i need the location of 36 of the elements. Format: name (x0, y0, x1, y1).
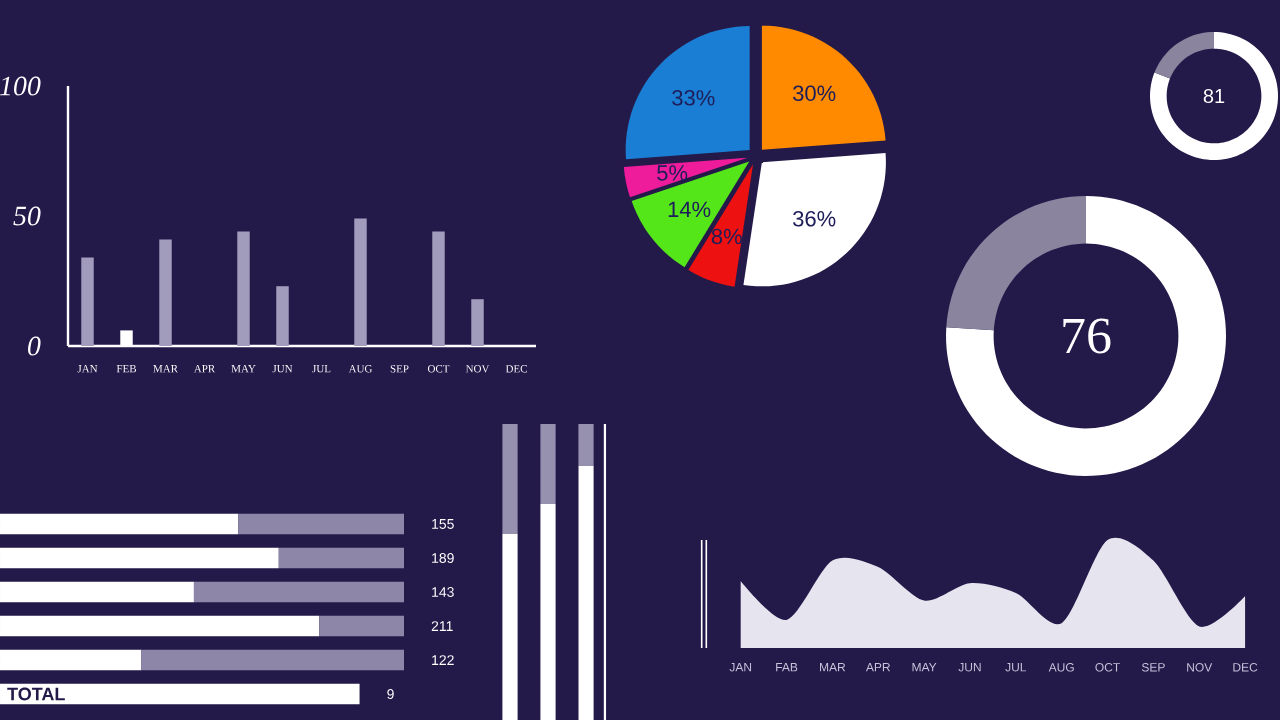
bar (319, 615, 404, 637)
bar (159, 239, 172, 346)
y-tick-label: 0 (28, 336, 41, 356)
bar (540, 424, 556, 504)
bar (237, 231, 250, 346)
bar (471, 299, 484, 346)
bar (578, 424, 594, 466)
bar (141, 649, 404, 671)
bar (0, 683, 360, 705)
data-label: 36% (793, 210, 836, 227)
bar (540, 503, 556, 720)
bar (278, 547, 404, 569)
bar (502, 424, 518, 534)
data-label: 76 (1063, 318, 1111, 354)
bar (0, 649, 142, 671)
bar (432, 231, 445, 346)
bar (193, 581, 404, 603)
data-label: 81 (1203, 88, 1225, 104)
bar (238, 513, 404, 535)
data-label: 5% (657, 165, 688, 181)
y-tick-label: TOTAL (7, 687, 65, 701)
bar (81, 257, 94, 346)
data-label: 33% (672, 90, 715, 106)
y-tick-label: 100 (0, 76, 41, 96)
data-label: 8% (711, 228, 742, 245)
bar (0, 581, 194, 603)
bar (0, 547, 279, 569)
y-tick-label: 50 (13, 206, 41, 226)
bar (578, 465, 594, 720)
bar (502, 533, 518, 720)
bar (0, 615, 320, 637)
bar (354, 218, 367, 346)
data-label: 30% (793, 85, 836, 102)
bar (276, 286, 289, 346)
bar (0, 513, 239, 535)
data-label: 14% (668, 201, 711, 218)
